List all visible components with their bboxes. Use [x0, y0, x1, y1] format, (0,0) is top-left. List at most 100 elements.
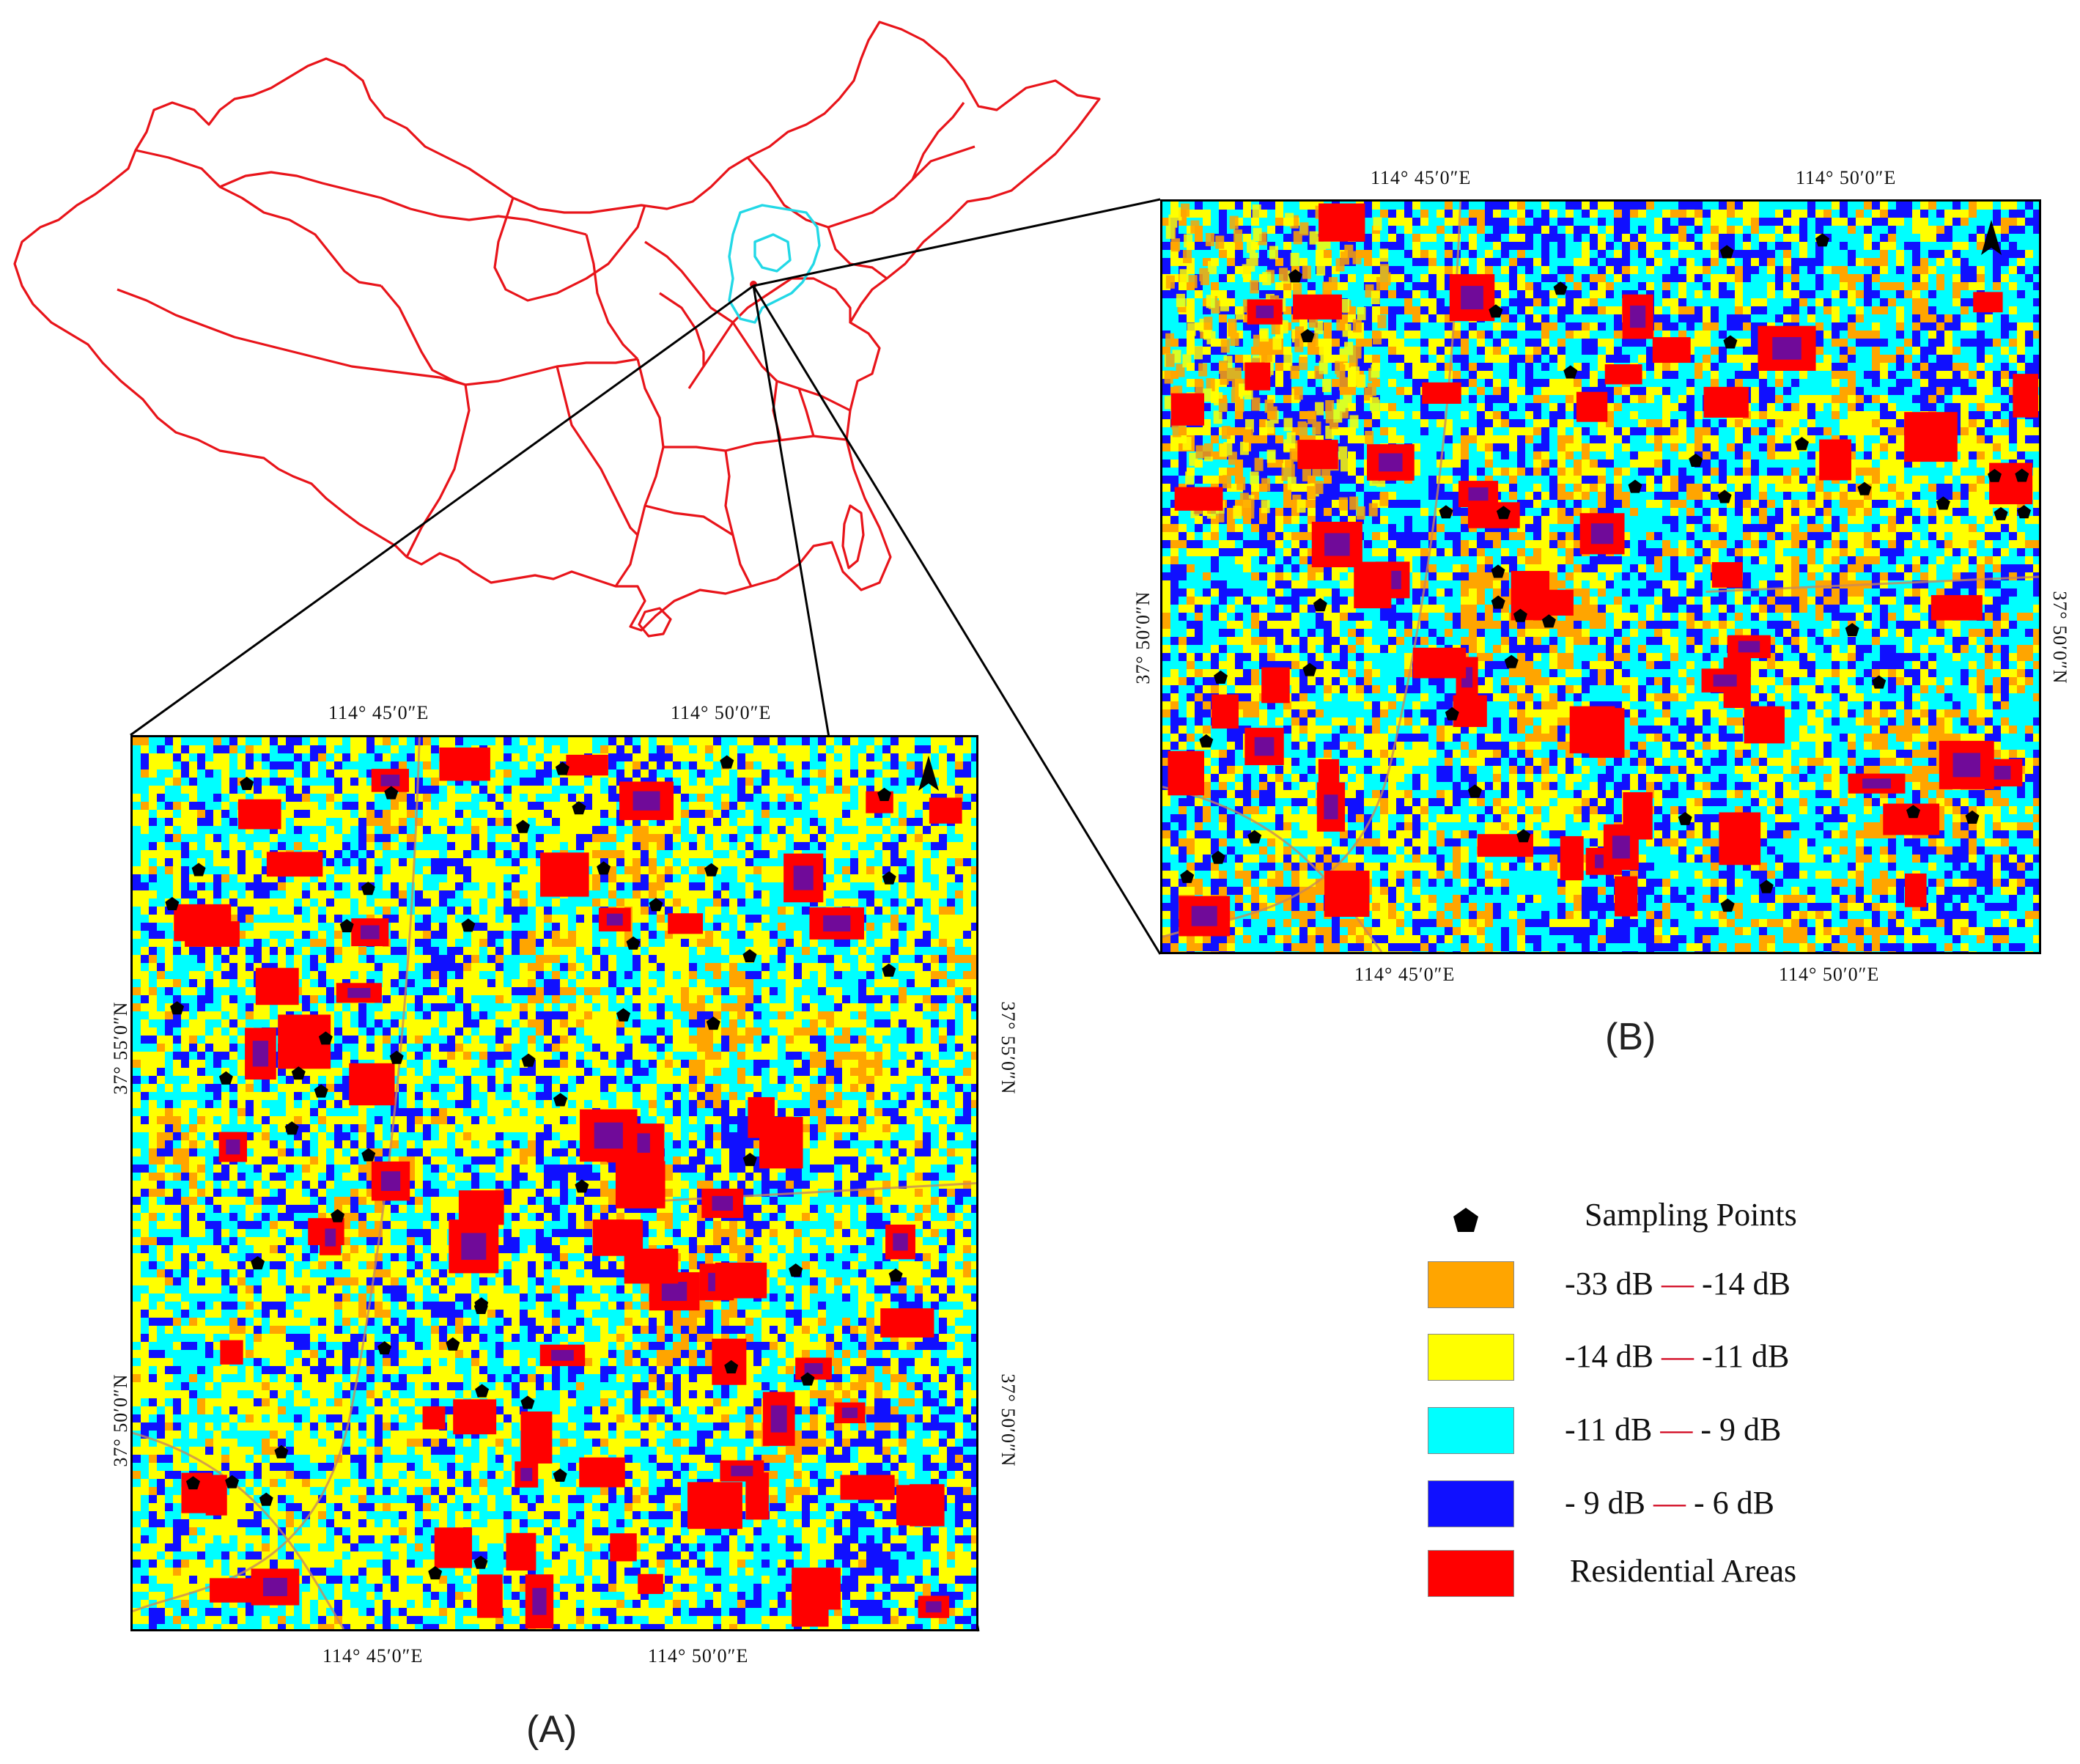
sampling-point	[1845, 623, 1859, 637]
sampling-point	[165, 896, 180, 910]
residential-area	[476, 1574, 503, 1618]
sampling-point	[274, 1444, 289, 1458]
legend-item-orange: -33 dB — -14 dB	[1565, 1265, 1791, 1302]
legend-blue-dash: —	[1653, 1485, 1686, 1521]
sampling-point	[1504, 654, 1519, 668]
residential-area	[205, 1475, 227, 1516]
sampling-point	[1906, 805, 1920, 819]
sampling-point	[882, 963, 896, 977]
residential-area	[1318, 759, 1340, 787]
residential-area	[624, 1248, 679, 1284]
sampling-point	[473, 1301, 488, 1314]
sampling-point	[1994, 506, 2008, 520]
residential-area	[439, 748, 490, 781]
residential-area	[1412, 647, 1467, 679]
residential-area	[506, 1532, 536, 1571]
panel-a-right-tick-1: 37° 55′0″N	[997, 1001, 1019, 1095]
panel-a-left-tick-1: 37° 55′0″N	[110, 1001, 131, 1095]
residential-area	[1168, 750, 1205, 796]
sampling-point	[649, 898, 663, 912]
sampling-point	[331, 1208, 345, 1222]
legend-sampling-point-icon	[1453, 1208, 1478, 1232]
residential-area	[748, 1097, 775, 1138]
sampling-point	[616, 1008, 631, 1022]
sampling-point	[1516, 829, 1531, 843]
sampling-point	[384, 786, 399, 800]
legend-sampling-points-label: Sampling Points	[1585, 1197, 1797, 1233]
sampling-point	[520, 1395, 535, 1409]
panel-a-caption: (A)	[526, 1708, 578, 1751]
sampling-point	[1857, 481, 1872, 495]
legend-swatch-red	[1428, 1550, 1514, 1597]
residential-area	[610, 1533, 637, 1562]
residential-area	[1904, 412, 1958, 462]
residential-area	[520, 1411, 553, 1464]
sampling-point	[1439, 505, 1453, 519]
residential-area	[1614, 876, 1638, 917]
sampling-point	[1872, 675, 1887, 689]
china-outline	[13, 21, 1101, 638]
residential-area	[668, 913, 704, 934]
sampling-point	[1723, 335, 1738, 349]
panel-b-right-tick-1: 37° 50′0″N	[2049, 591, 2070, 684]
legend-cyan-to: - 9 dB	[1700, 1411, 1782, 1447]
panel-b-top-tick-2: 114° 50′0″E	[1796, 167, 1897, 188]
residential-area	[929, 797, 962, 824]
panel-a-right-tick-2: 37° 50′0″N	[997, 1373, 1019, 1467]
sampling-point	[377, 1341, 392, 1355]
residential-area	[1324, 871, 1370, 918]
legend-cyan-from: -11 dB	[1565, 1411, 1653, 1447]
sampling-point	[521, 1053, 536, 1067]
residential-area	[1560, 835, 1584, 881]
sampling-point	[1628, 479, 1642, 493]
sampling-point	[225, 1475, 240, 1488]
sampling-point	[742, 1153, 757, 1167]
sampling-point	[1180, 869, 1195, 883]
sampling-point	[1678, 811, 1692, 825]
panel-a-north-arrow-icon	[918, 756, 939, 791]
legend-swatch-blue	[1428, 1480, 1514, 1527]
sampling-point	[553, 1468, 567, 1482]
sampling-point	[1795, 437, 1809, 451]
sampling-point	[170, 1001, 185, 1015]
sampling-point	[555, 761, 569, 775]
china-boundary	[13, 21, 1101, 632]
residential-area	[1719, 812, 1761, 866]
sampling-point	[1541, 614, 1556, 628]
legend-orange-from: -33 dB	[1565, 1266, 1653, 1302]
residential-area	[2013, 374, 2039, 418]
panel-b-top-tick-1: 114° 45′0″E	[1371, 167, 1472, 188]
sampling-point	[473, 1555, 488, 1569]
sampling-point	[2015, 468, 2029, 482]
sampling-point	[1214, 670, 1228, 684]
panel-b-left-tick-1: 37° 50′0″N	[1132, 591, 1154, 684]
residential-area	[566, 754, 608, 776]
sampling-point	[446, 1337, 460, 1351]
residential-area	[1422, 382, 1461, 404]
panel-a-bottom-tick-2: 114° 50′0″E	[648, 1645, 749, 1667]
residential-area	[453, 1399, 497, 1435]
sampling-point	[314, 1084, 328, 1098]
sampling-point	[1717, 490, 1732, 503]
residential-area	[1989, 462, 2033, 505]
sampling-point	[1313, 598, 1327, 612]
sampling-point	[1491, 564, 1505, 578]
sampling-point	[318, 1031, 333, 1045]
residential-area	[422, 1406, 446, 1430]
residential-area	[579, 1457, 625, 1488]
panel-b-bottom-tick-1: 114° 45′0″E	[1354, 964, 1456, 985]
panel-b-raster	[1162, 202, 2039, 952]
residential-area	[1293, 294, 1342, 320]
sampling-point	[553, 1093, 568, 1107]
leader-line-b-top	[753, 198, 1161, 287]
residential-area	[266, 852, 323, 877]
residential-area	[1711, 562, 1743, 588]
sampling-point	[1988, 468, 2002, 482]
sampling-point	[626, 936, 641, 950]
sampling-point	[575, 1179, 589, 1193]
sampling-point	[259, 1492, 273, 1506]
residential-area	[687, 1482, 742, 1529]
sampling-point	[1467, 784, 1482, 798]
sampling-point	[1496, 506, 1511, 520]
legend-residential-label: Residential Areas	[1570, 1553, 1797, 1589]
